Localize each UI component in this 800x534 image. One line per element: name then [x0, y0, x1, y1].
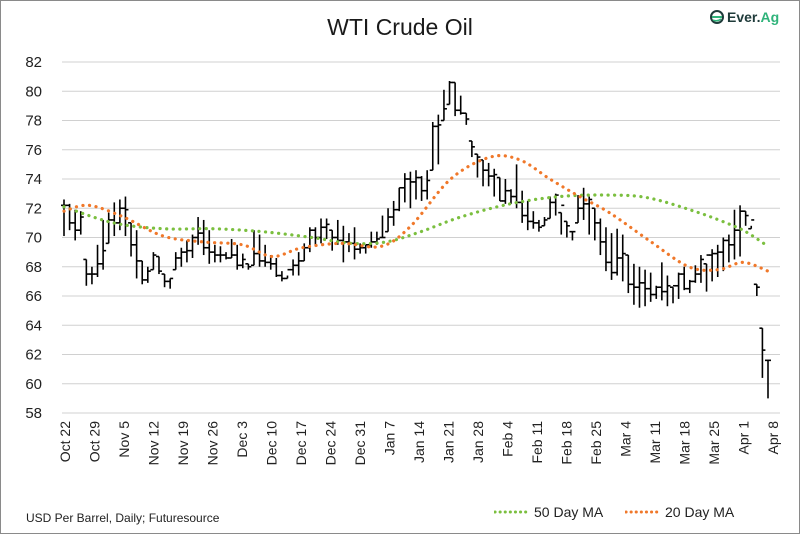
y-tick-label: 74 — [25, 171, 42, 188]
legend-label-50-day-ma: 50 Day MA — [534, 504, 604, 520]
x-tick-label: Feb 18 — [559, 421, 575, 465]
legend-item-50-day-ma: 50 Day MA — [494, 504, 603, 520]
y-tick-label: 82 — [25, 54, 42, 71]
x-tick-label: Dec 17 — [293, 421, 309, 466]
y-tick-label: 70 — [25, 230, 42, 247]
legend-swatch-50-day-ma — [494, 510, 528, 514]
legend-swatch-20-day-ma — [625, 510, 659, 514]
ma50-line — [62, 193, 770, 248]
price-bars — [61, 81, 771, 399]
y-tick-label: 62 — [25, 347, 42, 364]
source-note: USD Per Barrel, Daily; Futuresource — [26, 511, 220, 525]
x-tick-label: Mar 18 — [677, 421, 693, 465]
chart-title: WTI Crude Oil — [327, 14, 473, 40]
x-tick-label: Feb 25 — [588, 421, 604, 465]
x-tick-label: Oct 22 — [57, 421, 73, 462]
x-tick-label: Oct 29 — [87, 421, 103, 462]
x-tick-label: Jan 28 — [470, 421, 486, 463]
y-tick-label: 78 — [25, 113, 42, 130]
x-tick-label: Jan 21 — [441, 421, 457, 463]
y-tick-label: 60 — [25, 376, 42, 393]
y-tick-label: 80 — [25, 83, 42, 100]
x-tick-label: Mar 4 — [618, 421, 634, 457]
x-tick-label: Mar 25 — [706, 421, 722, 465]
x-tick-label: Dec 24 — [323, 421, 339, 466]
y-tick-label: 76 — [25, 142, 42, 159]
x-tick-label: Nov 26 — [205, 421, 221, 466]
y-tick-label: 72 — [25, 200, 42, 217]
legend-item-20-day-ma: 20 Day MA — [625, 504, 734, 520]
y-tick-label: 66 — [25, 288, 42, 305]
ever-ag-logo-icon — [710, 10, 724, 24]
x-tick-label: Dec 3 — [234, 421, 250, 458]
x-tick-label: Nov 12 — [146, 421, 162, 466]
ma20-line — [62, 154, 770, 273]
x-tick-label: Nov 19 — [175, 421, 191, 466]
y-tick-label: 58 — [25, 405, 42, 422]
y-tick-label: 64 — [25, 317, 42, 334]
x-tick-label: Jan 7 — [382, 421, 398, 455]
y-tick-label: 68 — [25, 259, 42, 276]
x-tick-label: Feb 4 — [500, 421, 516, 457]
x-tick-label: Jan 14 — [411, 421, 427, 463]
x-tick-label: Feb 11 — [529, 421, 545, 464]
ever-ag-logo: Ever. Ag — [710, 9, 779, 25]
x-tick-label: Dec 31 — [352, 421, 368, 466]
x-tick-label: Apr 8 — [765, 421, 781, 455]
x-tick-label: Nov 5 — [116, 421, 132, 458]
x-tick-label: Dec 10 — [264, 421, 280, 466]
logo-text-ever: Ever. — [727, 9, 761, 25]
legend-label-20-day-ma: 20 Day MA — [665, 504, 735, 520]
logo-text-ag: Ag — [760, 9, 780, 25]
x-tick-label: Apr 1 — [736, 421, 752, 455]
x-tick-label: Mar 11 — [647, 421, 663, 464]
